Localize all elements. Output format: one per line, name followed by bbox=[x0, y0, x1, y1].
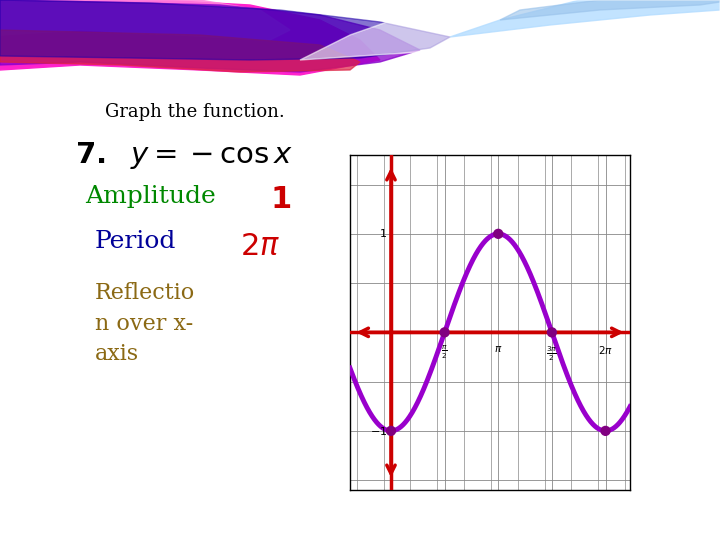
Text: $-1$: $-1$ bbox=[369, 425, 387, 437]
Text: 1: 1 bbox=[380, 229, 387, 239]
Polygon shape bbox=[300, 0, 720, 60]
Polygon shape bbox=[0, 0, 380, 75]
Text: $\mathbf{7.} \ \ y = -\cos x$: $\mathbf{7.} \ \ y = -\cos x$ bbox=[75, 140, 293, 171]
Polygon shape bbox=[0, 30, 360, 72]
Polygon shape bbox=[450, 0, 720, 37]
Text: 1: 1 bbox=[270, 185, 292, 214]
Polygon shape bbox=[0, 0, 450, 60]
Text: Period: Period bbox=[95, 230, 176, 253]
Polygon shape bbox=[0, 0, 420, 72]
Text: Amplitude: Amplitude bbox=[85, 185, 216, 208]
Text: $2\pi$: $2\pi$ bbox=[240, 232, 280, 261]
Polygon shape bbox=[0, 0, 290, 40]
Text: $\pi$: $\pi$ bbox=[494, 344, 503, 354]
Text: $2\pi$: $2\pi$ bbox=[598, 344, 613, 356]
Point bbox=[546, 328, 558, 336]
Point bbox=[332, 328, 343, 336]
Point bbox=[385, 427, 397, 435]
Point bbox=[439, 328, 451, 336]
Text: Reflectio
n over x-
axis: Reflectio n over x- axis bbox=[95, 282, 195, 365]
Text: $\frac{3\pi}{2}$: $\frac{3\pi}{2}$ bbox=[546, 344, 557, 363]
Point bbox=[600, 427, 611, 435]
Text: $\frac{\pi}{2}$: $\frac{\pi}{2}$ bbox=[441, 344, 448, 361]
Text: Graph the function.: Graph the function. bbox=[105, 103, 284, 121]
Polygon shape bbox=[500, 0, 720, 20]
Point bbox=[492, 230, 504, 238]
